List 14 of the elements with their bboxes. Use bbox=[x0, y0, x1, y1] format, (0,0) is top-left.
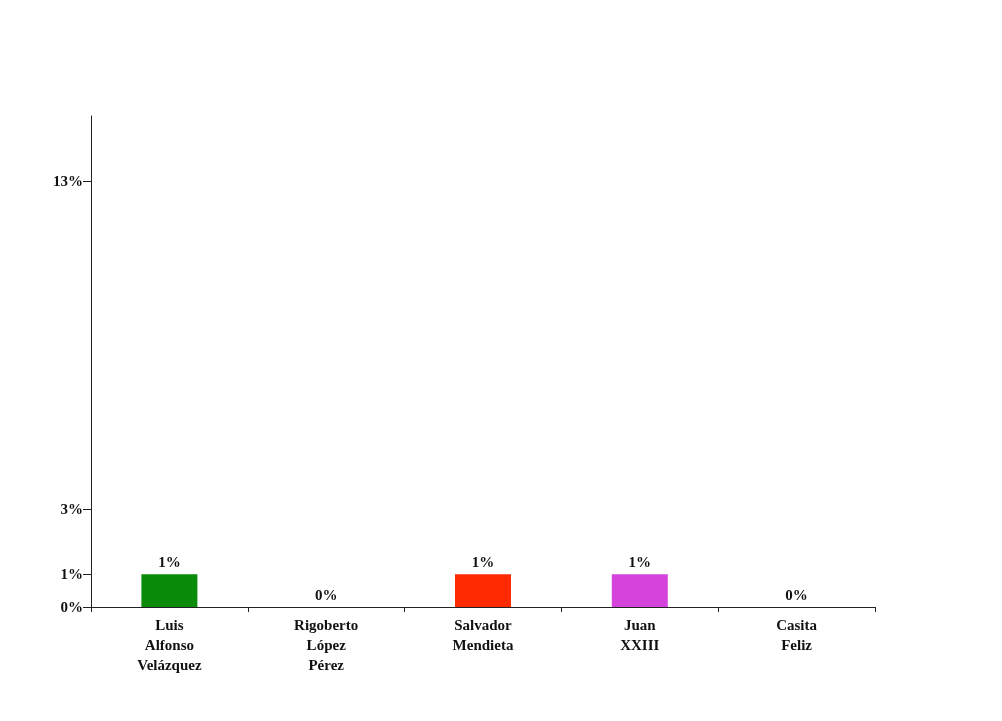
y-tick-label: 1% bbox=[60, 566, 83, 583]
y-tick-label: 0% bbox=[60, 599, 83, 615]
data-label: 1% bbox=[628, 553, 652, 570]
x-tick-label: Rigoberto López Pérez bbox=[294, 617, 359, 673]
data-label: 0% bbox=[314, 586, 338, 603]
x-tick-label: Juan XXIII bbox=[620, 617, 660, 653]
y-tick-label: 13% bbox=[53, 173, 83, 190]
y-tick-label: 3% bbox=[60, 500, 83, 517]
data-label: 0% bbox=[785, 586, 808, 603]
x-tick-label: Salvador Mendieta bbox=[452, 617, 514, 653]
x-tick-label: Luis Alfonso Velázquez bbox=[137, 617, 202, 673]
data-label: 1% bbox=[158, 553, 181, 570]
x-tick-label: Casita Feliz bbox=[776, 617, 818, 653]
data-label: 1% bbox=[471, 553, 495, 570]
